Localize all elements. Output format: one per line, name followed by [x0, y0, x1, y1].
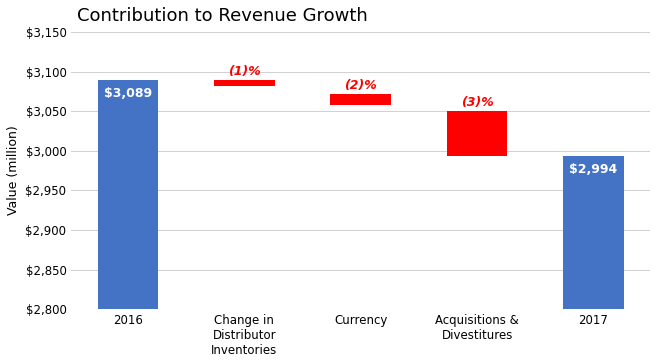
- Text: (2)%: (2)%: [344, 79, 377, 92]
- Bar: [330, 94, 391, 105]
- Bar: [447, 111, 507, 155]
- Bar: [214, 80, 275, 86]
- Text: Contribution to Revenue Growth: Contribution to Revenue Growth: [77, 7, 368, 25]
- Text: $2,994: $2,994: [570, 162, 618, 175]
- Text: $3,089: $3,089: [104, 87, 152, 100]
- Bar: [98, 80, 158, 309]
- Y-axis label: Value (million): Value (million): [7, 126, 20, 215]
- Text: (3)%: (3)%: [461, 96, 493, 109]
- Bar: [563, 155, 623, 309]
- Text: (1)%: (1)%: [228, 65, 261, 78]
